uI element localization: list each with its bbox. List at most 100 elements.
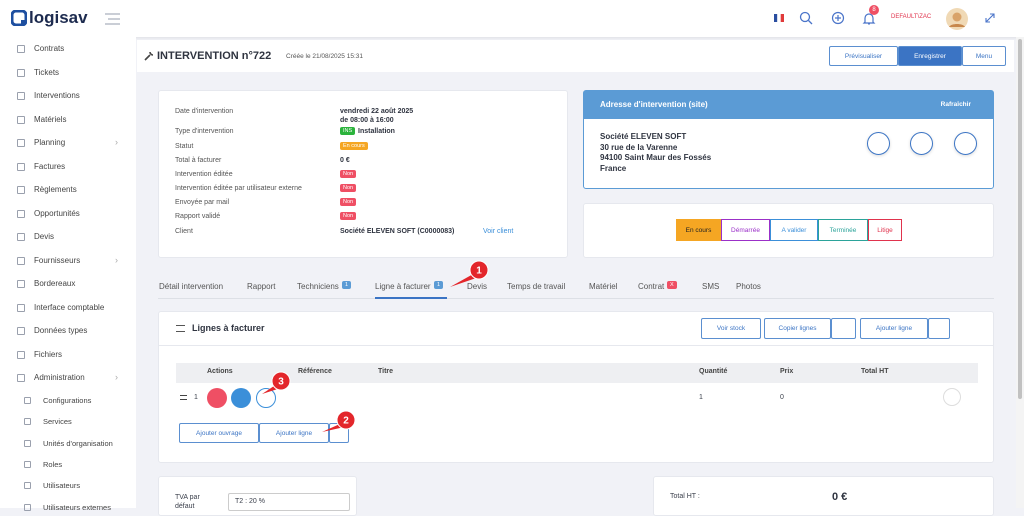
sidebar-subitem[interactable]: Configurations [43,396,92,405]
header-button[interactable]: Enregistrer [898,46,962,66]
sidebar-item[interactable]: Factures [34,161,66,171]
tab-badge: 1 [434,281,444,289]
tva-label: TVA par défaut [175,494,200,510]
detail-badge: Non [340,198,357,206]
sidebar-item[interactable]: Planning [34,138,66,147]
delete-button[interactable] [207,388,227,408]
client-link[interactable]: Voir client [483,228,514,235]
sidebar-icon [17,233,25,241]
detail-badge: Non [340,170,357,178]
tab[interactable]: Devis [467,282,488,291]
dropdown-toggle[interactable] [329,423,349,443]
sidebar-icon [17,209,25,218]
tab[interactable]: Rapport [247,282,276,291]
sidebar-item[interactable]: Fichiers [34,349,63,359]
detail-label: Rapport validé [175,213,221,220]
address-action[interactable] [910,132,933,155]
detail-value: Installation [358,128,395,135]
search-button[interactable] [256,388,276,408]
header-divider [159,345,993,346]
address-action[interactable] [954,132,977,155]
header-button[interactable]: Prévisualiser [829,46,898,66]
detail-value: de 08:00 à 16:00 [340,117,394,124]
tab[interactable]: SMS [702,282,720,291]
sidebar-item[interactable]: Fournisseurs [34,255,81,265]
sidebar-item[interactable]: Administration [34,373,85,382]
avatar[interactable] [946,8,968,30]
toolbar-button[interactable]: Copier lignes [764,318,831,339]
tab[interactable]: Détail intervention [159,282,224,291]
detail-badge: Non [340,184,357,192]
dropdown-toggle[interactable] [928,318,950,339]
status-button[interactable]: En cours [676,219,721,241]
footer-button[interactable]: Ajouter ligne [259,423,329,443]
tva-select[interactable]: T2 : 20 % [228,493,350,511]
address-line: France [600,163,627,173]
sidebar-subitem[interactable]: Utilisateurs externes [43,502,111,512]
tab[interactable]: Photos [736,282,761,291]
row-quantity: 1 [699,394,703,401]
sidebar-subicon [24,439,31,447]
sidebar-subitem[interactable]: Utilisateurs [43,481,81,491]
tab[interactable]: Matériel [589,282,618,291]
chevron: › [115,254,118,265]
sidebar-subitem[interactable]: Unités d'organisation [43,438,113,448]
sidebar-item[interactable]: Données types [34,326,88,335]
detail-badge: En cours [340,142,368,150]
address-action[interactable] [867,132,890,155]
detail-label: Intervention éditée par utilisateur exte… [175,185,302,192]
scroll-thumb[interactable] [1018,39,1022,399]
sidebar-item[interactable]: Contrats [34,44,65,53]
toolbar-button[interactable]: Voir stock [701,318,761,339]
sidebar: Contrats Tickets Interventions Matériels Pla… [0,37,136,512]
detail-label: Total à facturer [175,157,222,164]
tab[interactable]: Techniciens [297,282,339,291]
sidebar-subitem[interactable]: Services [43,417,72,427]
tab[interactable]: Ligne à facturer [375,282,431,291]
status-button[interactable]: Démarrée [721,219,770,241]
sidebar-icon [17,92,25,100]
tab[interactable]: Contrat [638,282,665,291]
status-button[interactable]: Terminée [818,219,868,241]
header-button[interactable]: Menu [962,46,1006,66]
sidebar-item[interactable]: Interface comptable [34,302,105,312]
tab-underline [375,297,447,299]
sidebar-item[interactable]: Matériels [34,114,67,124]
sidebar-subicon [24,503,31,511]
dropdown-toggle[interactable] [831,318,856,339]
sidebar-item[interactable]: Interventions [34,91,80,100]
tab[interactable]: Temps de travail [507,282,566,291]
search-icon[interactable] [799,11,813,25]
sidebar-icon [17,256,25,265]
fullscreen-icon[interactable] [985,13,995,23]
menu-toggle[interactable] [104,12,122,26]
sidebar-item[interactable]: Bordereaux [34,279,76,288]
user-name[interactable]: DEFAULT\ZAC [891,14,932,20]
column-header: Total HT [861,368,889,375]
status-button[interactable]: A valider [770,219,818,241]
row-index: 1 [194,394,198,401]
status-button[interactable]: Litige [868,219,902,241]
sidebar-item[interactable]: Tickets [34,67,60,77]
footer-button[interactable]: Ajouter ouvrage [179,423,259,443]
detail-label: Statut [175,143,194,150]
sidebar-subitem[interactable]: Roles [43,459,63,469]
column-header: Titre [378,368,394,375]
drag-handle[interactable] [180,395,187,400]
sidebar-item[interactable]: Opportunités [34,208,80,218]
bell-icon[interactable] [862,11,876,26]
address-line: 30 rue de la Varenne [600,142,678,152]
sidebar-icon [17,45,25,53]
sidebar-item[interactable]: Devis [34,232,55,241]
toolbar-button[interactable]: Ajouter ligne [860,318,928,339]
sidebar-item[interactable]: Règlements [34,185,77,194]
sidebar-icon [17,115,25,124]
add-icon[interactable] [831,11,845,25]
row-menu[interactable] [943,388,961,406]
edit-button[interactable] [231,388,251,408]
sidebar-subicon [24,460,31,468]
address-line: Société ELEVEN SOFT [600,132,687,141]
flag[interactable] [774,14,784,22]
refresh-button[interactable]: Rafraîchir [940,101,971,108]
logo-text: logisav [29,8,88,27]
